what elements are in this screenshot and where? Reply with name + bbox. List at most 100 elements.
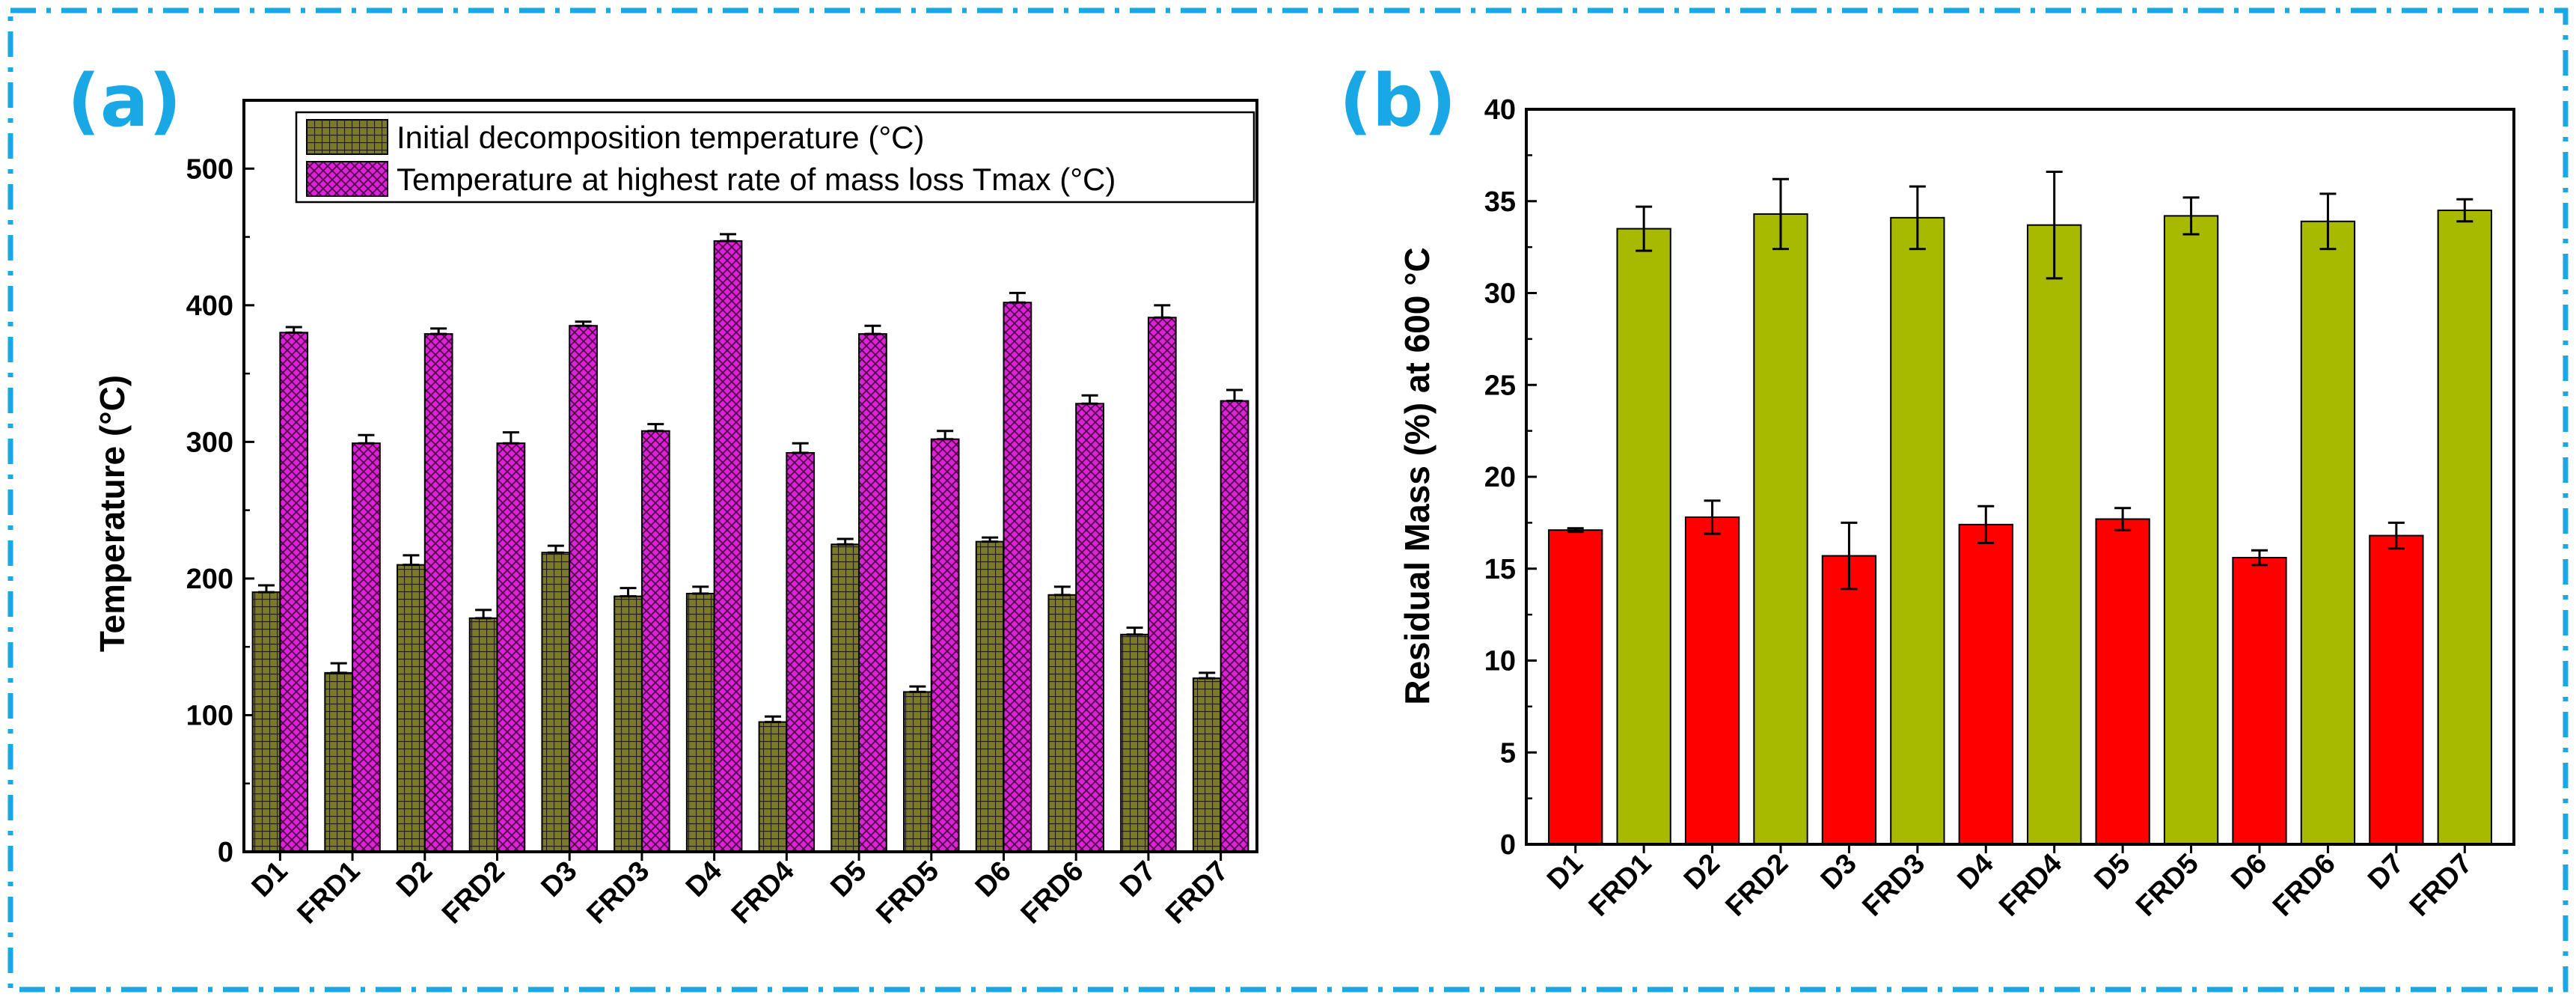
panel-a-category-label-8: D5 [824, 856, 872, 903]
panel-a-bar-series0-D4 [685, 592, 715, 853]
panel-a-bar-series0-D1 [251, 591, 281, 853]
panel-a-bar-series0-D5 [830, 543, 860, 853]
panel-b-errorbar-FRD3 [1909, 185, 1926, 251]
panel-a-bar-series1-FRD5 [930, 438, 960, 853]
panel-a-errorbar-series1-FRD5 [937, 430, 954, 441]
panel-a-plot-frame [242, 99, 1258, 853]
panel-a-errorbar-series0-FRD6 [1053, 585, 1071, 597]
panel-a-category-label-3: FRD2 [436, 856, 511, 930]
panel-b-y-tick-label-8: 40 [1484, 94, 1516, 126]
panel-b-bar-D6 [2232, 557, 2287, 846]
panel-a-errorbar-series0-FRD4 [764, 715, 781, 724]
figure-frame [7, 7, 2569, 993]
panel-a-bars [251, 233, 1249, 853]
panel-b-category-label-2: D2 [1678, 848, 1726, 896]
panel-a-bar-series0-FRD4 [758, 721, 788, 853]
panel-a-axis-ticks: 0 100 200 300 400 500 [186, 153, 254, 868]
panel-a-bar-series1-D1 [279, 332, 309, 853]
panel-a-category-label-2: D2 [391, 856, 438, 903]
panel-a-bar-series1-FRD6 [1075, 403, 1104, 853]
panel-a-errorbar-series0-FRD2 [475, 609, 492, 620]
panel-a-bar-series1-D2 [423, 333, 453, 853]
panel-b-bar-FRD5 [2163, 215, 2219, 845]
panel-a-errorbar-series1-D2 [430, 327, 447, 335]
panel-a-category-label-13: FRD7 [1160, 856, 1235, 930]
panel-a-errorbar-series1-D1 [285, 326, 302, 334]
panel-b-category-label-10: D6 [2225, 848, 2273, 896]
panel-a-errorbar-series0-D5 [836, 537, 854, 546]
panel-a-bar-series1-D5 [858, 333, 887, 853]
panel-a-category-label-6: D4 [680, 856, 728, 903]
panel-a-bar-series0-FRD7 [1192, 677, 1222, 853]
panel-b-errorbar-D7 [2387, 521, 2405, 550]
panel-b-category-label-13: FRD7 [2404, 848, 2479, 923]
panel-a-y-tick-label-4: 400 [186, 290, 233, 322]
panel-a-y-tick-label-2: 200 [186, 564, 233, 595]
panel-a-temperature-chart: (a) Temperature (°C) 0 100 200 300 400 500 D1… [67, 59, 1258, 930]
panel-b-errorbar-D6 [2251, 549, 2268, 567]
panel-a-y-tick-label-3: 300 [186, 427, 233, 458]
panel-a-bar-series1-D6 [1003, 302, 1032, 853]
panel-b-bar-FRD3 [1890, 216, 1945, 846]
panel-a-errorbar-series0-FRD7 [1199, 671, 1216, 680]
panel-a-bar-series0-FRD6 [1047, 594, 1077, 853]
panel-b-bar-D3 [1821, 555, 1877, 845]
panel-a-errorbar-series0-D3 [547, 544, 564, 554]
panel-a-errorbar-series0-FRD1 [330, 662, 347, 674]
panel-b-category-label-9: FRD5 [2130, 848, 2205, 923]
panel-b-bar-D5 [2095, 518, 2150, 846]
panel-b-errorbar-D3 [1841, 521, 1858, 591]
panel-a-bar-series0-FRD3 [614, 595, 643, 853]
panel-a-errorbar-series1-D6 [1009, 291, 1026, 304]
panel-a-errorbar-series1-D3 [575, 320, 592, 327]
panel-b-label: (b) [1339, 59, 1456, 143]
panel-a-errorbar-series0-D4 [692, 585, 709, 595]
panel-a-bar-series0-D6 [975, 540, 1005, 853]
panel-a-bar-series1-FRD1 [352, 442, 381, 853]
panel-b-bar-FRD6 [2300, 220, 2356, 845]
panel-a-y-axis-label: Temperature (°C) [93, 375, 132, 652]
panel-b-bar-FRD1 [1616, 228, 1671, 845]
panel-b-y-tick-label-3: 15 [1484, 554, 1516, 585]
panel-a-errorbar-series1-D7 [1154, 304, 1171, 319]
panel-b-category-label-0: D1 [1541, 848, 1589, 896]
panel-b-y-tick-label-0: 0 [1500, 829, 1516, 861]
panel-b-bars [1548, 170, 2492, 846]
panel-a-bar-series1-D4 [713, 240, 743, 853]
panel-b-bar-FRD4 [2027, 224, 2082, 846]
panel-b-category-label-4: D3 [1815, 848, 1863, 896]
panel-a-errorbar-series0-D7 [1126, 626, 1143, 636]
panel-a-category-label-4: D3 [536, 856, 584, 903]
panel-b-errorbar-D5 [2114, 507, 2132, 531]
panel-a-bar-series1-FRD4 [786, 451, 816, 853]
panel-a-y-tick-label-5: 500 [186, 153, 233, 185]
legend-swatch-initial-decomposition [306, 119, 388, 155]
panel-a-y-tick-label-1: 100 [186, 700, 233, 731]
panel-a-errorbar-series0-FRD3 [619, 587, 637, 598]
panel-b-y-tick-label-5: 25 [1484, 370, 1516, 401]
panel-b-bar-FRD2 [1753, 213, 1808, 845]
panel-a-bar-series0-FRD5 [903, 691, 932, 853]
panel-a-errorbar-series0-D1 [257, 584, 275, 594]
panel-b-errorbar-FRD5 [2182, 196, 2200, 236]
panel-b-errorbar-FRD1 [1636, 205, 1653, 252]
panel-a-bar-series0-D2 [397, 564, 426, 853]
panel-b-y-tick-label-2: 10 [1484, 646, 1516, 677]
panel-a-errorbar-series1-D4 [720, 233, 737, 243]
panel-a-errorbar-series1-FRD3 [647, 423, 664, 433]
legend-swatch-tmax [306, 161, 388, 197]
panel-b-errorbar-D4 [1977, 504, 1995, 544]
panel-a-errorbar-series0-D2 [403, 554, 420, 567]
panel-b-errorbar-FRD2 [1772, 177, 1789, 251]
panel-b-category-label-7: FRD4 [1993, 848, 2068, 923]
panel-b-plot-frame [1525, 108, 2515, 846]
legend-label-initial-decomposition: Initial decomposition temperature (°C) [397, 120, 924, 155]
panel-a-category-label-11: FRD6 [1015, 856, 1090, 930]
panel-a-category-label-5: FRD3 [581, 856, 655, 930]
panel-a-category-label-10: D6 [970, 856, 1018, 903]
panel-a-y-tick-label-0: 0 [218, 837, 233, 868]
panel-a-bar-series0-D7 [1120, 633, 1149, 853]
panel-b-category-label-12: D7 [2362, 848, 2410, 896]
